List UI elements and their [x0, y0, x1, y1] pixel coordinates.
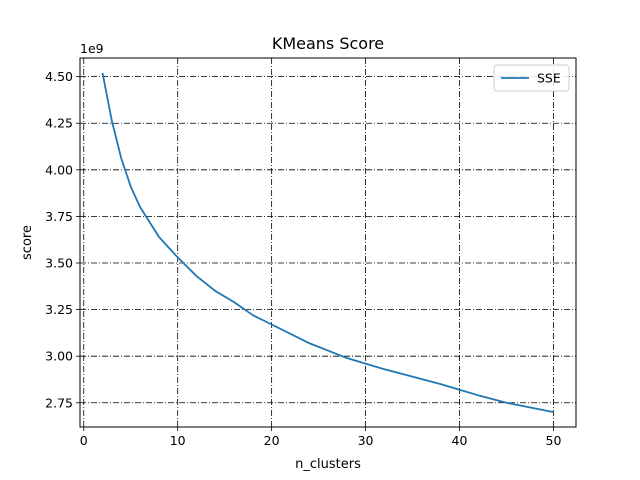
plot-lines — [101, 72, 554, 413]
x-tick-label: 0 — [80, 433, 88, 448]
plot-frame — [79, 57, 577, 428]
x-tick-label: 40 — [452, 433, 468, 448]
y-tick-label: 3.75 — [45, 209, 73, 224]
y-tick-label: 2.75 — [45, 395, 73, 410]
legend-box — [493, 64, 570, 92]
x-tick-label: 50 — [546, 433, 562, 448]
y-axis-label: score — [20, 225, 35, 260]
grid — [80, 58, 576, 427]
legend: SSE — [493, 64, 570, 92]
series-line-sse — [101, 72, 554, 413]
y-tick-label: 4.50 — [45, 69, 73, 84]
x-tick-label: 10 — [170, 433, 186, 448]
y-axis-offset-label: 1e9 — [80, 41, 104, 56]
y-tick-label: 4.00 — [45, 162, 73, 177]
legend-label: SSE — [537, 71, 561, 86]
y-tick-label: 3.00 — [45, 349, 73, 364]
y-tick-label: 3.25 — [45, 302, 73, 317]
axis-ticks: 0 10 20 30 40 50 2.75 3.00 3.25 3.50 3.75 4.00 4.25 4… — [45, 69, 561, 448]
y-tick-label: 3.50 — [45, 256, 73, 271]
x-tick-label: 20 — [264, 433, 280, 448]
x-axis-label: n_clusters — [295, 457, 361, 472]
x-tick-label: 30 — [358, 433, 374, 448]
y-tick-label: 4.25 — [45, 116, 73, 131]
chart-title: KMeans Score — [272, 34, 384, 53]
